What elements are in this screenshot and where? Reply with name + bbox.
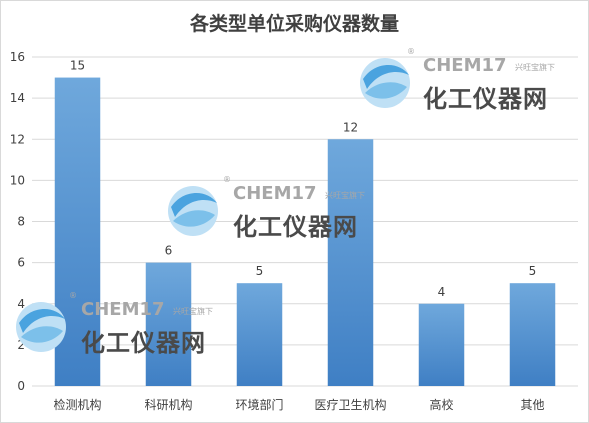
y-tick-label: 0 — [17, 379, 25, 393]
bar — [236, 283, 283, 386]
data-labels: 15 6 5 12 4 5 — [70, 59, 536, 299]
bar — [327, 139, 374, 386]
y-tick-label: 14 — [10, 91, 25, 105]
data-label: 4 — [438, 285, 446, 299]
data-label: 5 — [529, 264, 537, 278]
bar — [509, 283, 556, 386]
chart-title: 各类型单位采购仪器数量 — [189, 13, 399, 35]
bar — [145, 262, 192, 386]
y-tick-label: 8 — [17, 215, 25, 229]
bar — [418, 303, 465, 386]
x-tick-label: 医疗卫生机构 — [314, 397, 386, 412]
x-tick-label: 高校 — [429, 397, 453, 412]
x-tick-label: 环境部门 — [235, 397, 283, 412]
bar — [54, 77, 101, 386]
x-tick-label: 检测机构 — [53, 397, 101, 412]
bars — [54, 77, 556, 386]
y-tick-label: 4 — [17, 297, 25, 311]
y-axis: 0 2 4 6 8 10 12 14 16 — [10, 50, 25, 393]
data-label: 5 — [256, 264, 264, 278]
y-tick-label: 12 — [10, 132, 25, 146]
data-label: 12 — [343, 120, 358, 134]
x-tick-label: 科研机构 — [144, 397, 192, 412]
y-tick-label: 2 — [17, 338, 25, 352]
data-label: 6 — [165, 244, 173, 258]
x-tick-label: 其他 — [520, 398, 544, 412]
y-tick-label: 10 — [10, 173, 25, 187]
y-tick-label: 6 — [17, 256, 25, 270]
x-axis: 检测机构 科研机构 环境部门 医疗卫生机构 高校 其他 — [53, 397, 544, 412]
gridlines — [32, 56, 578, 387]
y-tick-label: 16 — [10, 50, 25, 64]
data-label: 15 — [70, 59, 85, 73]
